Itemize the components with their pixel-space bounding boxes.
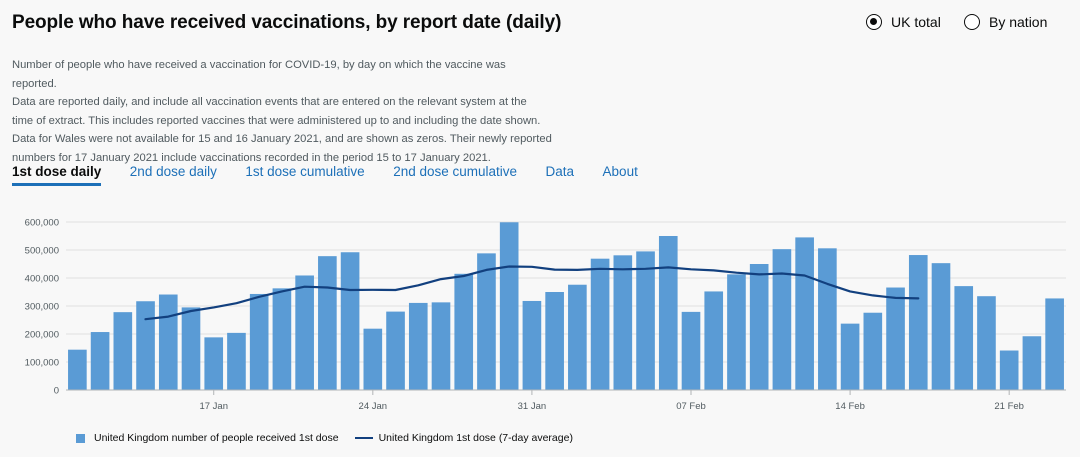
description-line: Data for Wales were not available for 15… — [12, 133, 552, 146]
data-bar — [158, 294, 178, 390]
line-legend-swatch — [354, 437, 373, 439]
data-bar — [204, 337, 224, 390]
data-bar — [636, 251, 655, 390]
uk-total-label: UK total — [891, 14, 941, 30]
y-tick-label: 100,000 — [25, 358, 59, 369]
data-bar — [90, 332, 110, 390]
chart-legend: United Kingdom number of people received… — [76, 432, 573, 444]
description-line: numbers for 17 January 2021 include vacc… — [12, 151, 491, 164]
data-bar — [272, 288, 292, 390]
data-bar — [431, 302, 451, 390]
chart-tabs: 1st dose daily 2nd dose daily 1st dose c… — [12, 164, 666, 186]
y-tick-label: 400,000 — [25, 274, 59, 285]
data-bar — [704, 291, 724, 390]
data-bar — [499, 222, 519, 390]
data-bar — [977, 296, 996, 390]
y-tick-label: 500,000 — [25, 246, 59, 257]
uk-total-radio[interactable]: UK total — [866, 14, 941, 30]
chart-description: Number of people who have received a vac… — [12, 56, 552, 168]
tab-1st-dose-cumulative[interactable]: 1st dose cumulative — [245, 164, 365, 179]
data-bar — [840, 323, 860, 390]
data-bar — [818, 248, 837, 390]
tab-1st-dose-daily[interactable]: 1st dose daily — [12, 164, 102, 186]
x-tick-label: 17 Jan — [199, 401, 228, 412]
data-bar — [340, 252, 360, 390]
data-bar — [295, 275, 314, 390]
data-bar — [477, 253, 496, 390]
x-tick-label: 31 Jan — [518, 401, 547, 412]
data-bar — [749, 264, 769, 390]
data-bar — [454, 273, 474, 390]
page-title: People who have received vaccinations, b… — [12, 12, 562, 33]
data-bar — [954, 286, 974, 390]
data-bar — [249, 293, 269, 390]
data-bar — [681, 311, 701, 390]
tab-about[interactable]: About — [602, 164, 638, 179]
x-tick-label: 07 Feb — [676, 401, 706, 412]
tab-2nd-dose-daily[interactable]: 2nd dose daily — [129, 164, 217, 179]
y-tick-label: 300,000 — [25, 302, 59, 313]
data-bar — [386, 311, 405, 390]
data-bar — [568, 284, 587, 390]
data-bar — [227, 332, 246, 390]
data-bar — [863, 312, 883, 390]
data-bar — [181, 307, 201, 390]
data-bar — [908, 255, 928, 390]
x-tick-label: 14 Feb — [835, 401, 865, 412]
data-bar — [68, 349, 87, 390]
by-nation-radio[interactable]: By nation — [964, 14, 1047, 30]
y-tick-label: 600,000 — [25, 218, 59, 229]
tab-data[interactable]: Data — [545, 164, 575, 179]
radio-checked-icon[interactable] — [866, 14, 882, 30]
data-bar — [522, 300, 542, 390]
data-bar — [658, 236, 678, 390]
data-bar — [408, 302, 428, 390]
data-bar — [999, 350, 1019, 390]
data-bar — [136, 301, 155, 390]
data-bar — [590, 258, 610, 390]
by-nation-label: By nation — [989, 14, 1048, 30]
data-bar — [1045, 298, 1064, 390]
line-legend-label: United Kingdom 1st dose (7-day average) — [378, 432, 573, 444]
bar-legend-label: United Kingdom number of people received… — [94, 432, 339, 444]
tab-2nd-dose-cumulative[interactable]: 2nd dose cumulative — [393, 164, 518, 179]
data-bar — [795, 237, 814, 390]
bar-legend-swatch — [76, 433, 85, 443]
x-tick-label: 24 Jan — [359, 401, 388, 412]
vaccination-bar-chart: 0 100,000 200,000 300,000 400,000 500,000 600,… — [25, 218, 1066, 412]
x-tick-label: 21 Feb — [994, 401, 1024, 412]
description-line: Data are reported daily, and include all… — [12, 96, 527, 109]
y-tick-label: 0 — [54, 386, 59, 397]
description-line: time of extract. This includes reported … — [12, 114, 541, 127]
data-bar — [613, 255, 633, 390]
average-line — [144, 265, 920, 321]
y-tick-label: 200,000 — [25, 330, 59, 341]
data-bar — [318, 256, 337, 390]
data-bar — [727, 274, 746, 390]
data-bar — [886, 287, 905, 390]
radio-unchecked-icon[interactable] — [964, 14, 980, 30]
data-bar — [113, 312, 133, 390]
description-line: Number of people who have received a vac… — [12, 59, 506, 90]
data-bar — [363, 328, 383, 390]
data-bar — [545, 292, 564, 390]
data-bar — [772, 249, 792, 390]
data-bar — [931, 263, 951, 390]
data-bar — [1022, 336, 1042, 390]
